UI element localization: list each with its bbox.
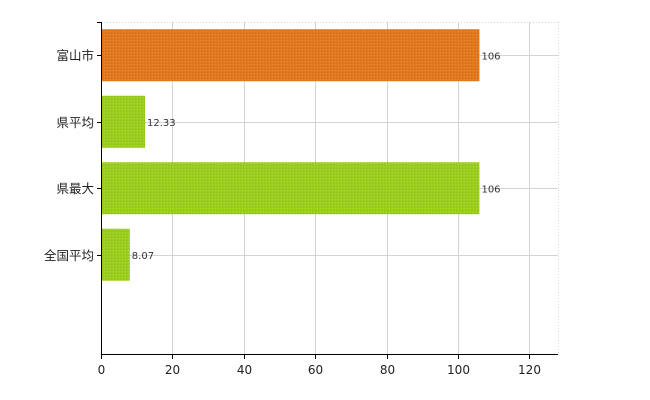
bar-2 <box>101 162 480 215</box>
data-label-1: 12.33 <box>147 118 176 129</box>
bar-3 <box>101 228 130 281</box>
x-tick-label-0: 0 <box>98 363 106 377</box>
x-tick-label-4: 80 <box>380 363 395 377</box>
x-tick-label-5: 100 <box>447 363 470 377</box>
data-label-3: 8.07 <box>132 251 154 262</box>
category-label-0: 富山市 <box>56 48 94 63</box>
bar-0 <box>101 29 480 82</box>
data-label-0: 106 <box>481 51 500 62</box>
bar-1 <box>101 95 146 148</box>
bars <box>101 29 480 281</box>
x-tick-label-6: 120 <box>518 363 541 377</box>
category-label-1: 県平均 <box>56 115 94 130</box>
category-label-3: 全国平均 <box>44 248 94 263</box>
x-tick-label-1: 20 <box>165 363 180 377</box>
x-tick-label-2: 40 <box>237 363 252 377</box>
category-label-2: 県最大 <box>56 181 94 196</box>
axes <box>97 22 558 359</box>
x-tick-label-3: 60 <box>308 363 323 377</box>
data-label-2: 106 <box>481 184 500 195</box>
